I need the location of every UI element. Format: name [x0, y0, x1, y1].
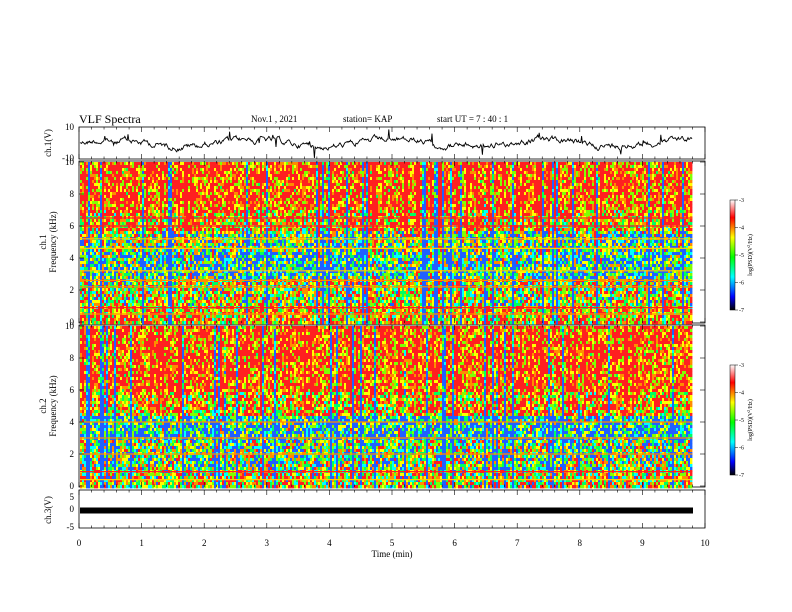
ch1-colorbar-label: log(PSD)(V2/Hz): [746, 234, 754, 276]
yt-spec1-label: 4: [70, 253, 75, 263]
ch2-spectrogram-image: [80, 326, 692, 488]
time-tick-label: 8: [578, 538, 583, 548]
ch2-ylabel-channel: ch.2: [38, 398, 48, 413]
yt-spec2-label: 6: [70, 385, 75, 395]
ch2-colorbar: -3 -4 -5 -6 -7 log(PSD)(V2/Hz): [730, 363, 754, 479]
time-tick-label: 3: [265, 538, 270, 548]
ch2-spectrogram-panel: 0 2 4 6 8 10 ch.2 Frequency (kHz): [38, 321, 705, 491]
time-tick-label: 10: [701, 538, 711, 548]
ch1-colorbar-gradient: [730, 200, 735, 310]
cb2-ticks-label: -7: [739, 473, 744, 479]
ch1-colorbar-ticks: -3 -4 -5 -6 -7: [735, 198, 744, 314]
ch1-waveform-line: [80, 129, 692, 158]
cb1-ticks-label: -7: [739, 308, 744, 314]
time-tick-label: 0: [77, 538, 82, 548]
time-tick-label: 9: [640, 538, 645, 548]
ch1-ylabel-channel: ch.1: [38, 234, 48, 249]
ch3-ytick-0: 0: [70, 504, 75, 514]
station-label: station= KAP: [343, 114, 392, 124]
time-tick-label: 2: [202, 538, 207, 548]
ch2-ylabel-frequency: Frequency (kHz): [48, 375, 58, 436]
figure-title: VLF Spectra: [79, 112, 141, 126]
cb1-ticks-label: -4: [739, 226, 744, 232]
yt-spec2-label: 10: [65, 321, 75, 331]
ch1-spectrogram-image: [80, 162, 692, 324]
yt-spec1-label: 8: [70, 189, 75, 199]
time-tick-label: 1: [139, 538, 144, 548]
ch3-waveform-panel: 5 0 -5 ch.3(V): [43, 490, 705, 532]
time-tick-label: 6: [452, 538, 457, 548]
time-tick-label: 4: [327, 538, 332, 548]
yt-spec1-label: 2: [70, 285, 75, 295]
cb1-ticks-label: -6: [739, 281, 744, 287]
ch1-ylabel: ch.1(V): [43, 129, 53, 157]
cb2-ticks-label: -3: [739, 363, 744, 369]
date-label: Nov.1 , 2021: [251, 114, 297, 124]
cb2-ticks-label: -5: [739, 418, 744, 424]
ch3-ytick-neg5: -5: [67, 522, 75, 532]
cb2-ticks-label: -4: [739, 391, 744, 397]
ch3-ylabel: ch.3(V): [43, 496, 53, 524]
ch3-ytick-5: 5: [70, 492, 75, 502]
cb1-ticks-label: -3: [739, 198, 744, 204]
ch2-colorbar-gradient: [730, 365, 735, 475]
yt-spec1-label: 10: [65, 157, 75, 167]
ch1-ylabel-frequency: Frequency (kHz): [48, 211, 58, 272]
ch1-waveform-panel: 10 -10 ch.1(V): [43, 122, 705, 163]
ch3-waveform-band: [80, 508, 693, 514]
yt-spec2-label: 4: [70, 417, 75, 427]
yt-spec1-label: 6: [70, 221, 75, 231]
ch1-ytick-top: 10: [65, 122, 75, 132]
yt-spec2-label: 8: [70, 353, 75, 363]
ch2-colorbar-ticks: -3 -4 -5 -6 -7: [735, 363, 744, 479]
cb1-ticks-label: -5: [739, 253, 744, 259]
time-tick-labels: 0 1 2 3 4 5 6 7 8 9 10: [77, 538, 710, 548]
yt-spec2-label: 2: [70, 449, 75, 459]
yt-spec2-label: 0: [70, 481, 75, 491]
time-tick-label: 5: [390, 538, 395, 548]
ch2-colorbar-label: log(PSD)(V2/Hz): [746, 399, 754, 441]
time-tick-label: 7: [515, 538, 520, 548]
x-axis-label: Time (min): [372, 549, 413, 559]
cb2-ticks-label: -6: [739, 446, 744, 452]
ch1-colorbar: -3 -4 -5 -6 -7 log(PSD)(V2/Hz): [730, 198, 754, 314]
start-ut-label: start UT = 7 : 40 : 1: [437, 114, 508, 124]
